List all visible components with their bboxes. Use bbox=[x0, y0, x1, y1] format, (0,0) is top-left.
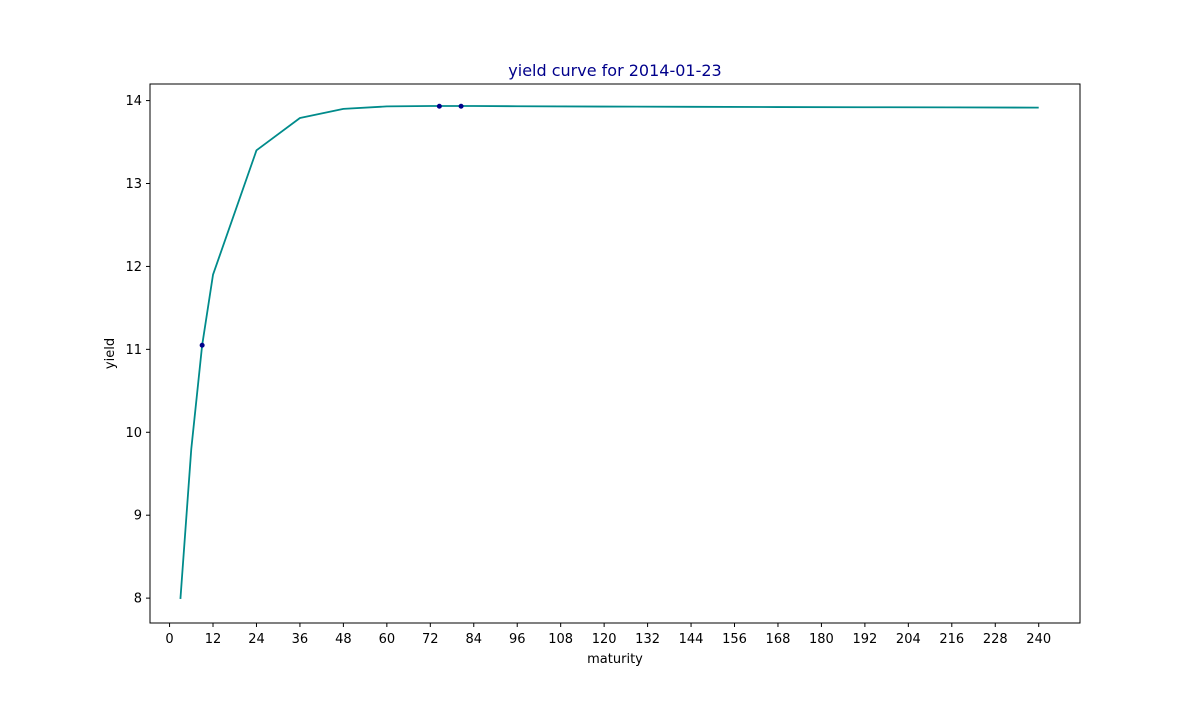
x-tick-label: 108 bbox=[548, 632, 573, 647]
y-tick-label: 8 bbox=[134, 592, 142, 607]
chart-title: yield curve for 2014-01-23 bbox=[508, 61, 721, 80]
x-axis-ticks: 0 12 24 36 48 60 72 84 96 108 120 132 144 156 168 180 19… bbox=[165, 623, 1051, 647]
x-tick-label: 228 bbox=[983, 632, 1008, 647]
x-tick-label: 24 bbox=[248, 632, 265, 647]
x-axis-label: maturity bbox=[587, 652, 643, 667]
yield-curve-line bbox=[179, 105, 1039, 600]
x-tick-label: 204 bbox=[896, 632, 921, 647]
y-tick-label: 10 bbox=[125, 426, 142, 441]
x-tick-label: 132 bbox=[635, 632, 660, 647]
x-tick-label: 240 bbox=[1026, 632, 1051, 647]
x-tick-label: 168 bbox=[766, 632, 791, 647]
y-axis-label: yield bbox=[103, 338, 118, 369]
x-tick-label: 0 bbox=[165, 632, 173, 647]
y-tick-label: 9 bbox=[134, 509, 142, 524]
x-tick-label: 60 bbox=[379, 632, 396, 647]
data-point bbox=[458, 103, 464, 109]
y-tick-label: 11 bbox=[125, 343, 142, 358]
y-tick-label: 14 bbox=[125, 94, 142, 109]
x-tick-label: 48 bbox=[335, 632, 352, 647]
y-tick-label: 13 bbox=[125, 177, 142, 192]
data-point bbox=[199, 342, 205, 348]
data-point bbox=[436, 103, 442, 109]
plot-area bbox=[179, 103, 1039, 600]
y-tick-label: 12 bbox=[125, 260, 142, 275]
x-tick-label: 180 bbox=[809, 632, 834, 647]
y-axis-ticks: 8 9 10 11 12 13 14 bbox=[125, 94, 150, 607]
x-tick-label: 120 bbox=[592, 632, 617, 647]
x-tick-label: 144 bbox=[679, 632, 704, 647]
x-tick-label: 96 bbox=[509, 632, 526, 647]
x-tick-label: 216 bbox=[939, 632, 964, 647]
x-tick-label: 192 bbox=[852, 632, 877, 647]
x-tick-label: 12 bbox=[205, 632, 222, 647]
x-tick-label: 36 bbox=[292, 632, 309, 647]
x-tick-label: 156 bbox=[722, 632, 747, 647]
x-tick-label: 72 bbox=[422, 632, 439, 647]
axes-frame bbox=[149, 83, 1081, 624]
x-tick-label: 84 bbox=[465, 632, 482, 647]
